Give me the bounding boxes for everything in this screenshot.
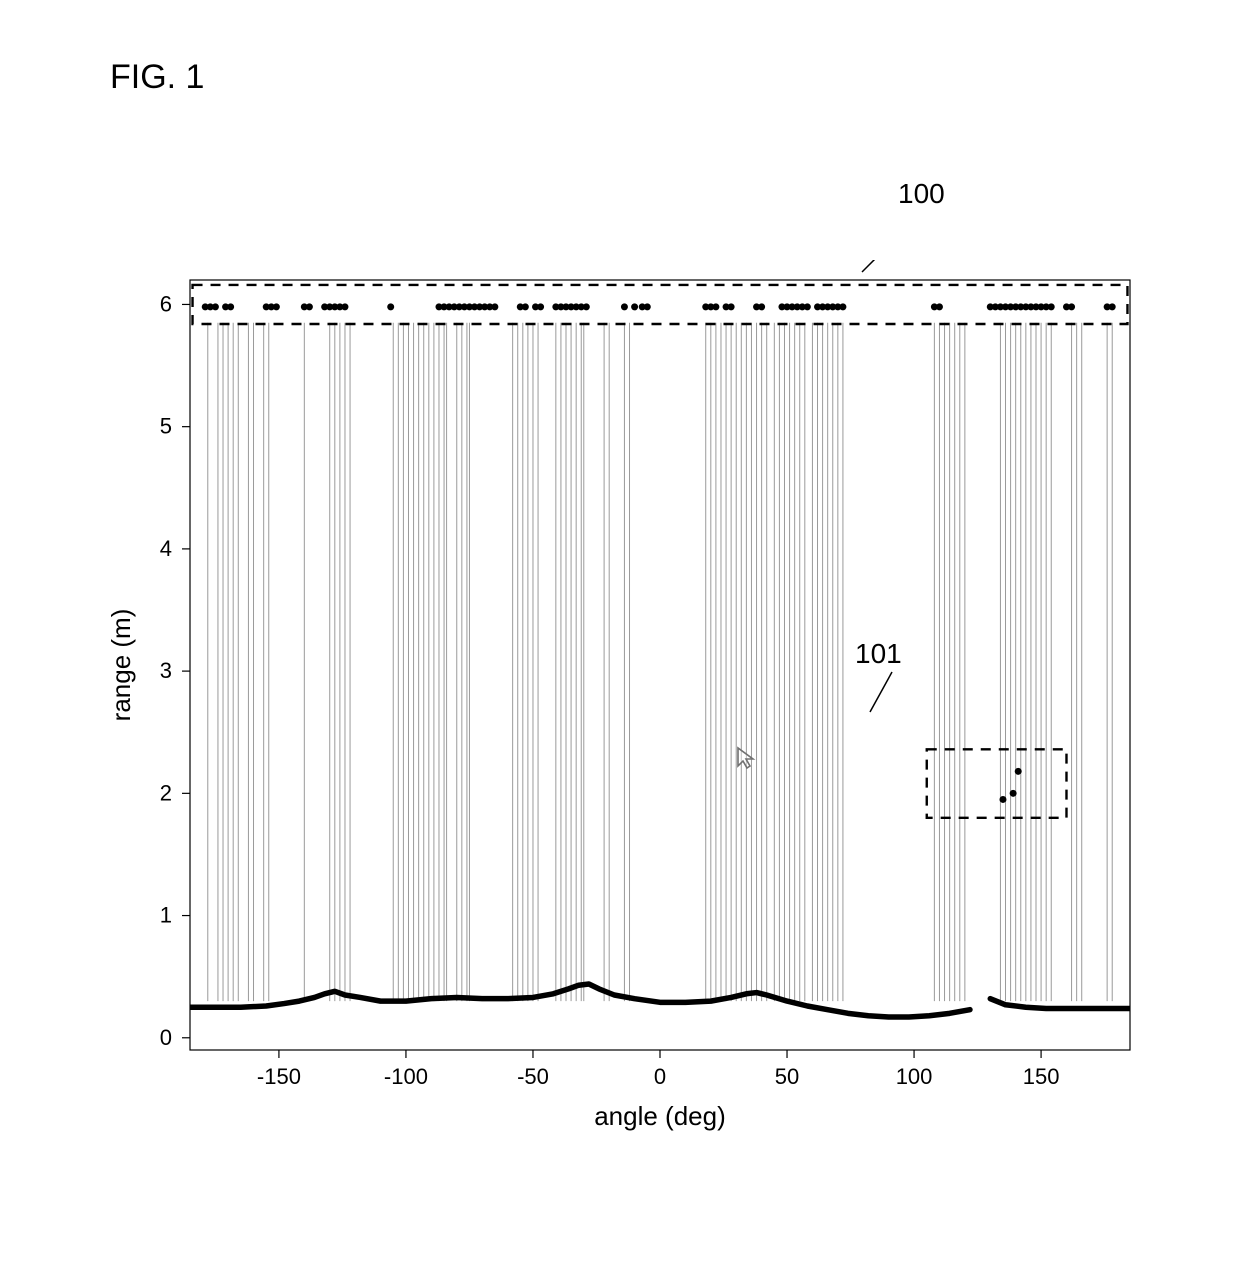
x-axis-label: angle (deg) (594, 1101, 726, 1131)
y-tick-label: 1 (160, 903, 172, 928)
x-tick-label: 50 (775, 1064, 799, 1089)
annotation-101-label: 101 (855, 638, 902, 670)
x-tick-label: 150 (1023, 1064, 1060, 1089)
x-tick-label: -50 (517, 1064, 549, 1089)
y-tick-label: 5 (160, 414, 172, 439)
x-tick-label: -100 (384, 1064, 428, 1089)
y-tick-label: 3 (160, 658, 172, 683)
y-tick-label: 2 (160, 780, 172, 805)
x-tick-label: 0 (654, 1064, 666, 1089)
page-root: FIG. 1 -150 -100 -50 0 50 100 150 0 1 2 3 4 5 6 angle … (0, 0, 1240, 1270)
y-tick-label: 6 (160, 291, 172, 316)
x-tick-label: -150 (257, 1064, 301, 1089)
chart-svg: -150 -100 -50 0 50 100 150 0 1 2 3 4 5 6 angle (deg) ra… (100, 260, 1150, 1150)
figure-title: FIG. 1 (110, 58, 204, 97)
cursor-icon (735, 746, 759, 770)
x-tick-label: 100 (896, 1064, 933, 1089)
annotation-100-label: 100 (898, 178, 945, 210)
y-tick-label: 4 (160, 536, 172, 561)
y-axis-label: range (m) (106, 609, 136, 722)
y-tick-label: 0 (160, 1025, 172, 1050)
